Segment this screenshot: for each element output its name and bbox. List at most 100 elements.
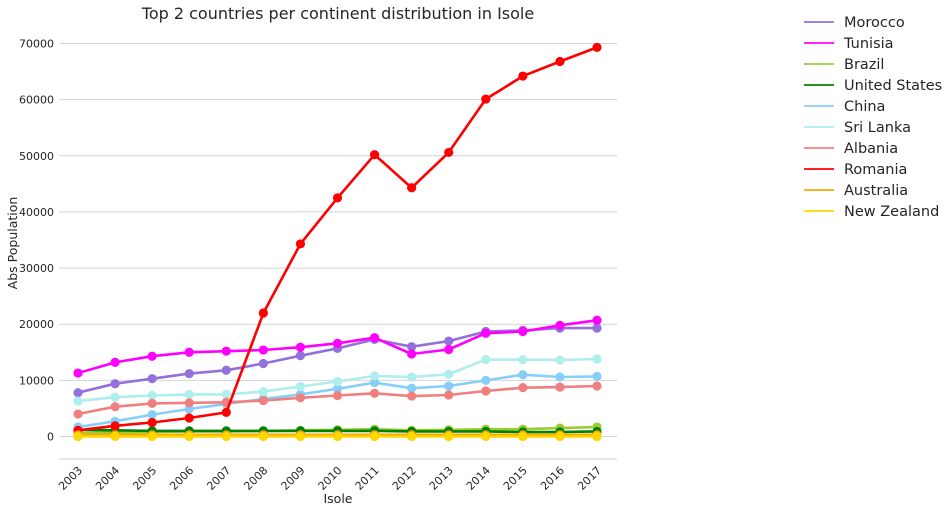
data-point [221,431,231,442]
legend-item: United States [804,78,942,94]
x-tick-label: 2005 [130,464,159,493]
data-point [221,389,231,399]
y-axis-title: Abs Population [5,197,20,290]
y-tick-label: 50000 [19,150,54,163]
data-point [518,431,528,442]
legend-item: New Zealand [804,204,939,220]
x-axis-ticks: 2003 2004 2005 2006 2007 2008 2009 2010 2011 2012… [56,464,604,493]
y-tick-label: 10000 [19,374,54,387]
x-tick-label: 2010 [316,464,345,493]
data-point [184,369,194,379]
data-point [332,431,343,442]
data-point [369,388,380,398]
data-point [332,384,343,394]
data-point [147,417,157,428]
data-point [332,376,343,387]
legend-label: Albania [844,141,898,157]
data-point [147,410,157,420]
data-point [481,431,491,442]
data-point [518,71,528,81]
series-group [73,42,602,442]
series-5 [73,354,602,406]
data-point [295,381,306,392]
data-point [518,354,528,365]
data-point [221,407,231,417]
data-point [295,393,306,403]
data-point [407,391,417,401]
data-point [184,389,194,399]
x-tick-label: 2016 [538,464,567,493]
data-point [73,431,83,442]
data-point [592,315,602,325]
legend-item: Sri Lanka [804,120,911,136]
data-point [407,372,417,382]
data-point [444,344,454,355]
legend-label: Brazil [844,57,884,73]
data-point [444,431,454,442]
data-point [481,328,491,338]
data-point [369,333,380,343]
x-tick-label: 2017 [575,464,604,493]
data-point [444,390,454,400]
data-point [369,371,380,381]
data-point [147,374,157,384]
data-point [592,354,602,364]
data-point [147,390,157,401]
data-point [110,402,120,412]
data-point [258,358,268,369]
data-point [555,355,565,365]
x-tick-label: 2009 [279,464,308,493]
data-point [555,56,565,67]
data-point [110,379,120,389]
data-point [184,398,194,408]
legend-item: Morocco [804,15,905,31]
data-point [184,347,194,357]
data-point [147,351,157,361]
series-9 [73,431,602,442]
data-point [481,386,491,396]
data-point [73,409,83,419]
data-point [555,320,565,330]
legend-label: Morocco [844,15,905,31]
data-point [258,431,268,442]
data-point [592,431,602,442]
data-point [73,396,83,406]
data-point [444,369,454,379]
series-1 [73,315,602,378]
data-point [407,349,417,359]
data-point [147,398,157,408]
y-axis-ticks: 0 10000 20000 30000 40000 50000 60000 70000 [19,38,54,444]
data-point [110,431,120,442]
legend: Morocco Tunisia Brazil United States China Sr… [804,15,942,220]
legend-label: Sri Lanka [844,120,911,136]
legend-item: Albania [804,141,898,157]
x-tick-label: 2013 [427,464,456,493]
data-point [258,345,268,355]
legend-item: Australia [804,183,908,199]
data-point [258,395,268,406]
data-point [295,239,306,249]
legend-label: Tunisia [843,36,894,52]
data-point [369,150,380,160]
data-point [110,357,120,367]
data-point [407,383,417,393]
data-point [592,371,602,382]
y-tick-label: 20000 [19,318,54,331]
y-tick-label: 60000 [19,94,54,107]
x-tick-label: 2014 [464,464,493,493]
data-point [258,308,268,318]
data-point [332,390,343,401]
chart-title: Top 2 countries per continent distributi… [141,4,534,23]
y-tick-label: 0 [47,431,54,444]
data-point [295,351,306,361]
data-point [369,431,380,442]
data-point [592,381,602,391]
data-point [407,183,417,193]
data-point [444,147,454,158]
data-point [407,342,417,352]
data-point [592,42,602,53]
data-point [481,354,491,365]
x-tick-label: 2012 [390,464,419,493]
data-point [555,431,565,442]
